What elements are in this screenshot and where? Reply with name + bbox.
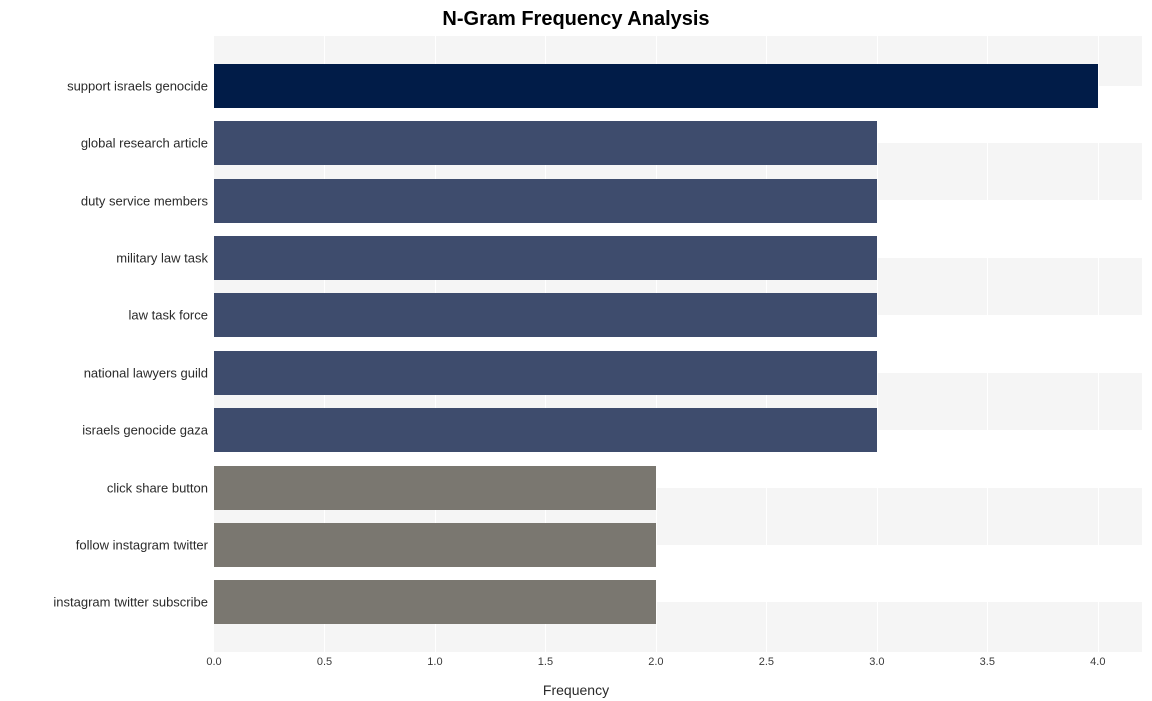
- bar: [214, 121, 877, 165]
- ngram-frequency-chart: N-Gram Frequency Analysis Frequency supp…: [0, 0, 1152, 701]
- bar: [214, 466, 656, 510]
- y-tick-label: military law task: [116, 250, 208, 265]
- x-tick-label: 2.5: [759, 656, 774, 668]
- y-tick-label: national lawyers guild: [84, 365, 208, 380]
- x-tick-label: 1.5: [538, 656, 553, 668]
- y-tick-label: instagram twitter subscribe: [53, 595, 208, 610]
- x-tick-label: 3.0: [869, 656, 884, 668]
- y-tick-label: click share button: [107, 480, 208, 495]
- y-tick-label: duty service members: [81, 193, 208, 208]
- gridline: [987, 36, 988, 652]
- x-tick-label: 0.0: [206, 656, 221, 668]
- x-tick-label: 2.0: [648, 656, 663, 668]
- gridline: [1098, 36, 1099, 652]
- bar: [214, 580, 656, 624]
- x-tick-label: 3.5: [980, 656, 995, 668]
- bar: [214, 64, 1098, 108]
- x-tick-label: 4.0: [1090, 656, 1105, 668]
- bar: [214, 351, 877, 395]
- x-axis-title: Frequency: [0, 682, 1152, 698]
- y-tick-label: support israels genocide: [67, 78, 208, 93]
- y-tick-label: law task force: [129, 308, 208, 323]
- y-tick-label: global research article: [81, 136, 208, 151]
- bar: [214, 236, 877, 280]
- bar: [214, 179, 877, 223]
- bar: [214, 523, 656, 567]
- x-tick-label: 1.0: [427, 656, 442, 668]
- bar: [214, 408, 877, 452]
- x-tick-label: 0.5: [317, 656, 332, 668]
- plot-area: [214, 36, 1142, 652]
- chart-title: N-Gram Frequency Analysis: [0, 8, 1152, 31]
- gridline: [877, 36, 878, 652]
- bar: [214, 293, 877, 337]
- y-tick-label: israels genocide gaza: [82, 423, 208, 438]
- y-tick-label: follow instagram twitter: [76, 537, 208, 552]
